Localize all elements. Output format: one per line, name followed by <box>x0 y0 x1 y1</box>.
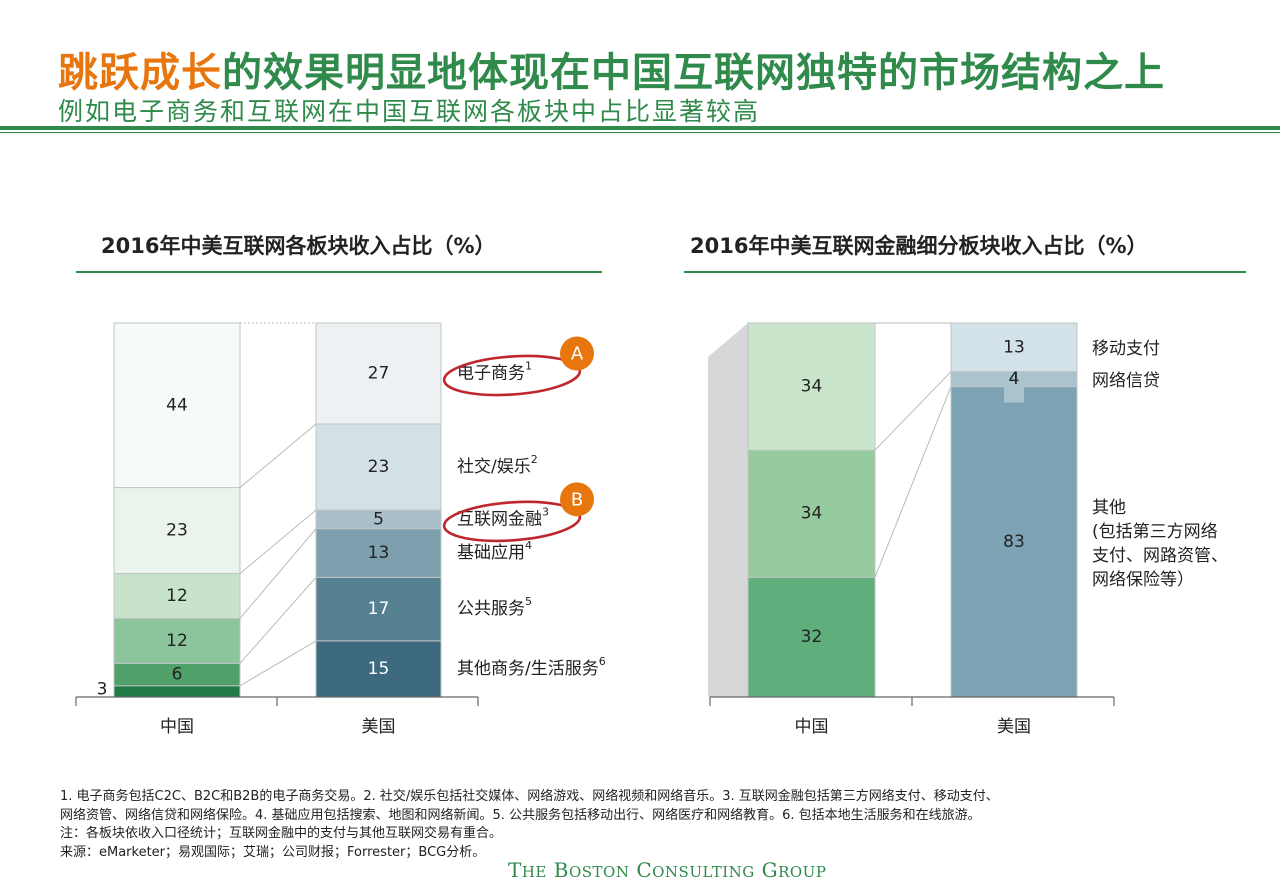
footnotes: 1. 电子商务包括C2C、B2C和B2B的电子商务交易。2. 社交/娱乐包括社交… <box>60 788 1240 862</box>
x-tick-label: 中国 <box>160 717 194 737</box>
bar-segment <box>113 322 241 489</box>
page-title-highlight: 跳跃成长 <box>58 50 222 96</box>
legend-label: 网络信贷 <box>1092 371 1160 391</box>
data-label: 5 <box>373 509 384 529</box>
bar-segment <box>747 322 876 451</box>
data-label: 44 <box>166 395 188 415</box>
annotation-marker-label: B <box>571 489 583 510</box>
highlight-ring <box>442 354 582 397</box>
legend-label: 社交/娱乐2 <box>457 453 538 477</box>
data-label: 12 <box>166 631 188 651</box>
footnote-line: 网络资管、网络信贷和网络保险。4. 基础应用包括搜索、地图和网络新闻。5. 公共… <box>60 807 981 823</box>
chart-left-title-rule <box>76 271 602 273</box>
bar-segment <box>950 322 1078 373</box>
connector-line <box>239 423 317 488</box>
legend-label: 基础应用4 <box>457 539 532 563</box>
data-label: 13 <box>1003 337 1025 357</box>
data-label: 83 <box>1003 532 1025 552</box>
data-label: 17 <box>368 599 390 619</box>
data-label: 15 <box>368 659 390 679</box>
data-label: 32 <box>801 627 823 647</box>
data-label: 23 <box>368 457 390 477</box>
data-label: 12 <box>166 586 188 606</box>
legend-label: 其他商务/生活服务6 <box>457 655 606 679</box>
legend-label: 移动支付 <box>1092 339 1160 359</box>
connector-line <box>239 640 317 687</box>
chart-right-title-rule <box>684 271 1246 273</box>
connector-line <box>239 528 317 619</box>
legend-label: 其他 <box>1092 498 1126 518</box>
bar-segment <box>113 685 241 698</box>
footnote-note: 注：各板块依收入口径统计；互联网金融中的支付与其他互联网交易有重合。 <box>60 826 503 841</box>
bar-segment <box>113 573 241 619</box>
data-label: 34 <box>801 377 823 397</box>
x-tick-label: 中国 <box>795 717 829 737</box>
connector-line <box>239 576 317 664</box>
data-label: 13 <box>368 543 390 563</box>
zoom-wedge <box>708 323 748 697</box>
bar-segment <box>113 617 241 664</box>
annotation-marker <box>560 336 594 371</box>
footnote-source: 来源：eMarketer；易观国际；艾瑞；公司财报；Forrester；BCG分… <box>60 844 486 860</box>
data-label: 27 <box>368 363 390 383</box>
bar-segment <box>113 487 241 575</box>
page-title-rest: 的效果明显地体现在中国互联网独特的市场结构之上 <box>222 50 1165 96</box>
data-label: 23 <box>166 521 188 541</box>
annotation-marker-label: A <box>571 343 584 364</box>
x-tick-label: 美国 <box>997 717 1031 737</box>
legend-note: 支付、网路资管、 <box>1092 546 1228 566</box>
header-rule-thin <box>0 132 1280 133</box>
x-tick-label: 美国 <box>362 717 396 737</box>
bar-segment <box>950 386 1078 698</box>
bar-segment <box>315 423 442 511</box>
data-label: 4 <box>1009 369 1020 389</box>
data-label: 3 <box>97 679 108 699</box>
page-subtitle: 例如电子商务和互联网在中国互联网各板块中占比显著较高 <box>58 97 761 126</box>
bar-segment <box>747 449 876 578</box>
chart-left-title: 2016年中美互联网各板块收入占比（%） <box>101 234 496 258</box>
legend-label: 公共服务5 <box>457 595 532 619</box>
footnote-line: 1. 电子商务包括C2C、B2C和B2B的电子商务交易。2. 社交/娱乐包括社交… <box>60 789 999 804</box>
legend-note: (包括第三方网络 <box>1092 522 1218 542</box>
annotation-marker <box>560 482 594 517</box>
data-label: 34 <box>801 504 823 524</box>
chart-right-title: 2016年中美互联网金融细分板块收入占比（%） <box>690 234 1148 258</box>
connector-line <box>874 386 952 578</box>
header-rule <box>0 126 1280 130</box>
highlight-ring <box>442 500 582 543</box>
bcg-logo: THE BOSTON CONSULTING GROUP <box>508 858 827 882</box>
legend-note: 网络保险等） <box>1092 570 1194 590</box>
data-label: 6 <box>172 665 183 685</box>
data-label-box <box>1004 378 1024 403</box>
connector-line <box>874 371 952 451</box>
bar-segment <box>315 322 442 425</box>
bar-segment <box>315 528 442 578</box>
connector-line <box>239 509 317 574</box>
bar-segment <box>747 576 876 698</box>
page-title: 跳跃成长的效果明显地体现在中国互联网独特的市场结构之上 <box>58 40 1165 98</box>
